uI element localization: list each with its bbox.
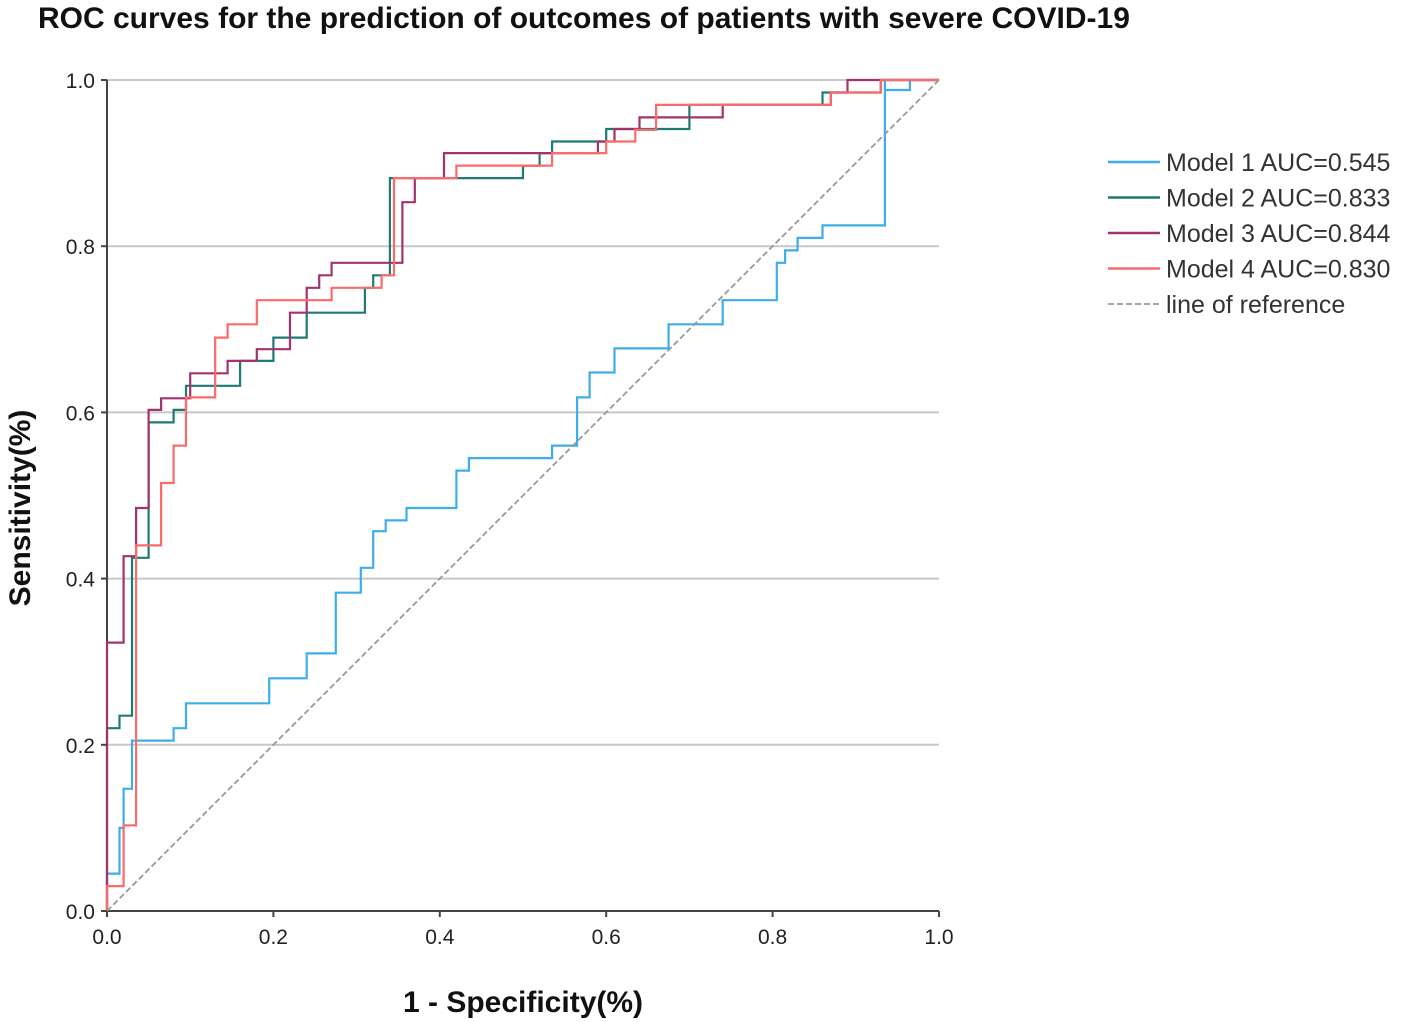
tick-labels: 0.0 0.2 0.4 0.6 0.8 1.0 0.0 0.2 0.4 0.6 0.8 1.0 xyxy=(66,70,954,949)
legend-label-3: Model 3 AUC=0.844 xyxy=(1166,220,1391,248)
legend-label-4: Model 4 AUC=0.830 xyxy=(1166,256,1390,284)
y-axis-title: Sensitivity(%) xyxy=(4,410,37,607)
y-tick-label-5: 1.0 xyxy=(66,70,95,93)
y-tick-label-0: 0.0 xyxy=(66,901,95,924)
y-tick-label-4: 0.8 xyxy=(66,236,95,259)
series-line-4 xyxy=(105,78,939,911)
chart-title: ROC curves for the prediction of outcome… xyxy=(38,2,1130,35)
y-tick-label-1: 0.2 xyxy=(66,735,95,758)
legend: Model 1 AUC=0.545 Model 2 AUC=0.833 Model … xyxy=(1108,149,1391,319)
x-tick-label-5: 1.0 xyxy=(924,926,953,949)
y-tick-label-3: 0.6 xyxy=(66,402,95,425)
x-axis-title: 1 - Specificity(%) xyxy=(403,986,643,1019)
x-tick-label-2: 0.4 xyxy=(425,926,455,949)
grid-lines xyxy=(107,79,939,746)
y-tick-label-2: 0.4 xyxy=(66,569,96,592)
legend-label-5: line of reference xyxy=(1166,291,1345,319)
series-line-3 xyxy=(105,78,939,911)
series-lines xyxy=(105,78,940,912)
x-tick-label-4: 0.8 xyxy=(758,926,787,949)
x-tick-label-3: 0.6 xyxy=(592,926,621,949)
series-line-1 xyxy=(105,78,939,911)
legend-label-2: Model 2 AUC=0.833 xyxy=(1166,185,1390,213)
x-tick-label-0: 0.0 xyxy=(92,926,121,949)
legend-label-1: Model 1 AUC=0.545 xyxy=(1166,149,1390,177)
x-tick-label-1: 0.2 xyxy=(259,926,288,949)
series-line-5 xyxy=(106,79,940,912)
